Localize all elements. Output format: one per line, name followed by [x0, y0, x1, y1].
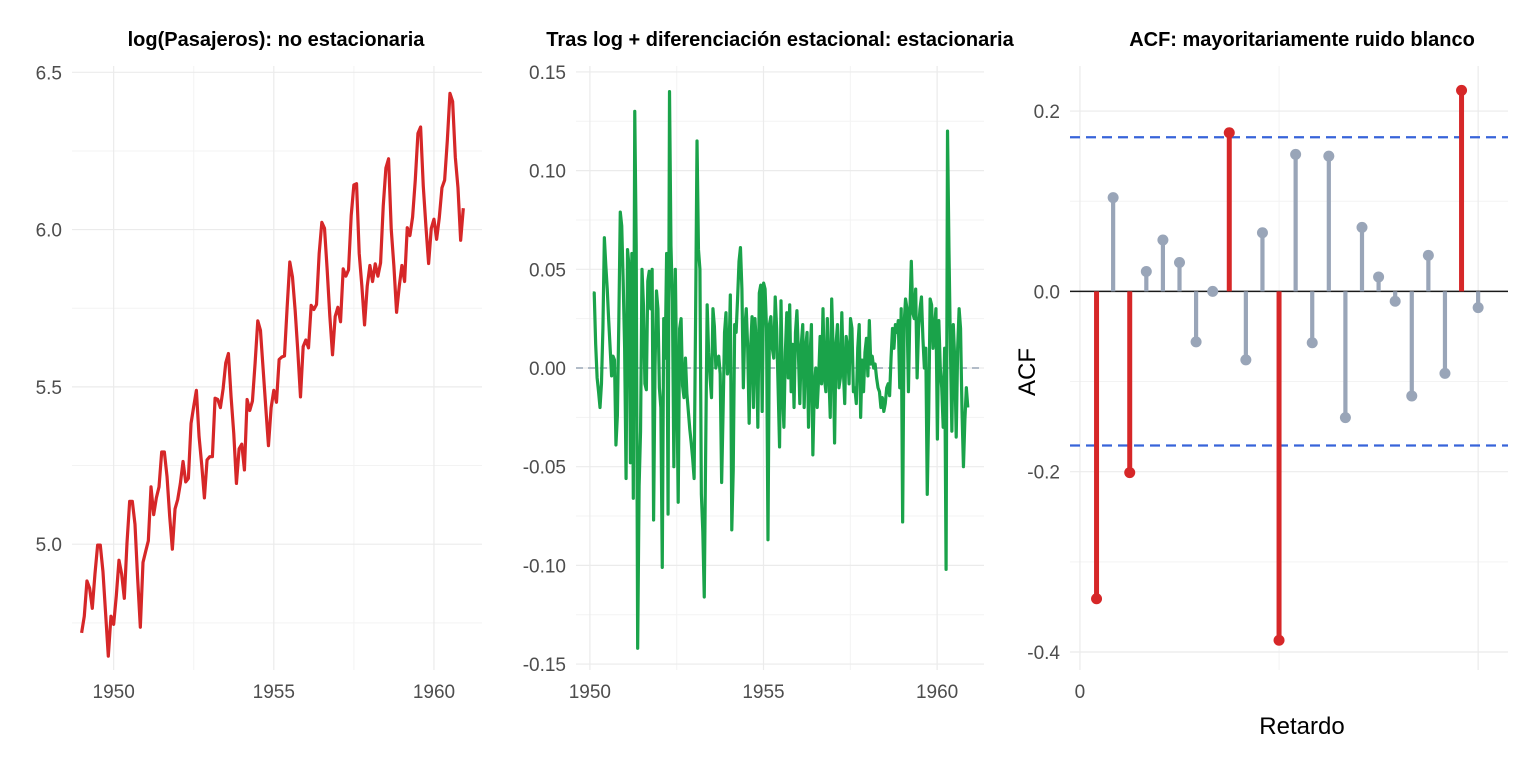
- x-tick-label: 0: [1075, 682, 1086, 703]
- x-tick-label: 1950: [569, 682, 611, 703]
- y-tick-label: 6.0: [36, 221, 62, 242]
- acf-point: [1356, 221, 1368, 233]
- x-tick-label: 1950: [93, 682, 135, 703]
- panel-acf: 0 -0.4 -0.2 0.0 0.2 ACF: mayoritariamente ru…: [1014, 29, 1508, 740]
- panel3-grid: [1070, 66, 1508, 670]
- y-tick-label: 5.5: [36, 378, 62, 399]
- x-tick-label: 1955: [742, 682, 784, 703]
- acf-point: [1389, 295, 1401, 307]
- x-tick-label: 1960: [916, 682, 958, 703]
- acf-point: [1422, 249, 1434, 261]
- y-tick-label: -0.10: [523, 556, 566, 577]
- x-tick-label: 1960: [413, 682, 455, 703]
- acf-point: [1140, 266, 1152, 278]
- acf-point: [1456, 84, 1468, 96]
- panel3-x-axis-label: Retardo: [1259, 713, 1344, 740]
- acf-point: [1339, 412, 1351, 424]
- acf-point: [1157, 234, 1169, 246]
- acf-point: [1472, 302, 1484, 314]
- acf-point: [1406, 390, 1418, 402]
- acf-point: [1306, 337, 1318, 349]
- acf-point: [1124, 467, 1136, 479]
- y-tick-label: 0.10: [529, 162, 566, 183]
- panel1-grid: [72, 66, 482, 670]
- acf-point: [1240, 354, 1252, 366]
- acf-point: [1174, 257, 1185, 269]
- y-tick-label: -0.4: [1027, 643, 1060, 664]
- y-tick-label: 0.0: [1034, 282, 1060, 303]
- y-tick-label: 5.0: [36, 535, 62, 556]
- y-tick-label: -0.2: [1027, 463, 1060, 484]
- y-tick-label: -0.15: [523, 655, 566, 676]
- panel1-title: log(Pasajeros): no estacionaria: [128, 29, 426, 51]
- y-tick-label: 0.15: [529, 63, 566, 84]
- panel1-tick-labels: 1950 1955 1960 5.0 5.5 6.0 6.5: [36, 63, 456, 703]
- acf-point: [1273, 634, 1285, 646]
- panel2-tick-labels: 1950 1955 1960 -0.15 -0.10 -0.05 0.00 0.05 0.10 0…: [523, 63, 959, 703]
- acf-point: [1091, 593, 1103, 605]
- acf-point: [1256, 227, 1268, 239]
- y-tick-label: -0.05: [523, 458, 566, 479]
- acf-point: [1290, 148, 1302, 160]
- acf-point: [1190, 336, 1202, 348]
- panel3-y-axis-label: ACF: [1014, 348, 1041, 396]
- panel3-tick-labels: 0 -0.4 -0.2 0.0 0.2: [1027, 102, 1085, 703]
- panel2-title: Tras log + diferenciación estacional: es…: [546, 29, 1014, 51]
- series-line: [592, 90, 970, 650]
- acf-point: [1223, 127, 1235, 139]
- panel1-series: [80, 91, 465, 658]
- x-tick-label: 1955: [253, 682, 295, 703]
- acf-point: [1373, 271, 1385, 283]
- series-line: [80, 91, 465, 658]
- panel3-title: ACF: mayoritariamente ruido blanco: [1129, 29, 1475, 51]
- acf-point: [1107, 192, 1119, 204]
- y-tick-label: 0.00: [529, 359, 566, 380]
- panel-seasonal-diff: 1950 1955 1960 -0.15 -0.10 -0.05 0.00 0.05 0.10 0…: [523, 29, 1015, 703]
- y-tick-label: 6.5: [36, 63, 62, 84]
- acf-point: [1439, 367, 1451, 379]
- panel-log-passengers: 1950 1955 1960 5.0 5.5 6.0 6.5 log(Pasajeros):…: [36, 29, 482, 703]
- acf-point: [1323, 150, 1335, 162]
- panel2-series: [576, 90, 984, 650]
- y-tick-label: 0.2: [1034, 102, 1060, 123]
- acf-point: [1207, 285, 1219, 297]
- panel3-marks: [1070, 84, 1508, 646]
- y-tick-label: 0.05: [529, 260, 566, 281]
